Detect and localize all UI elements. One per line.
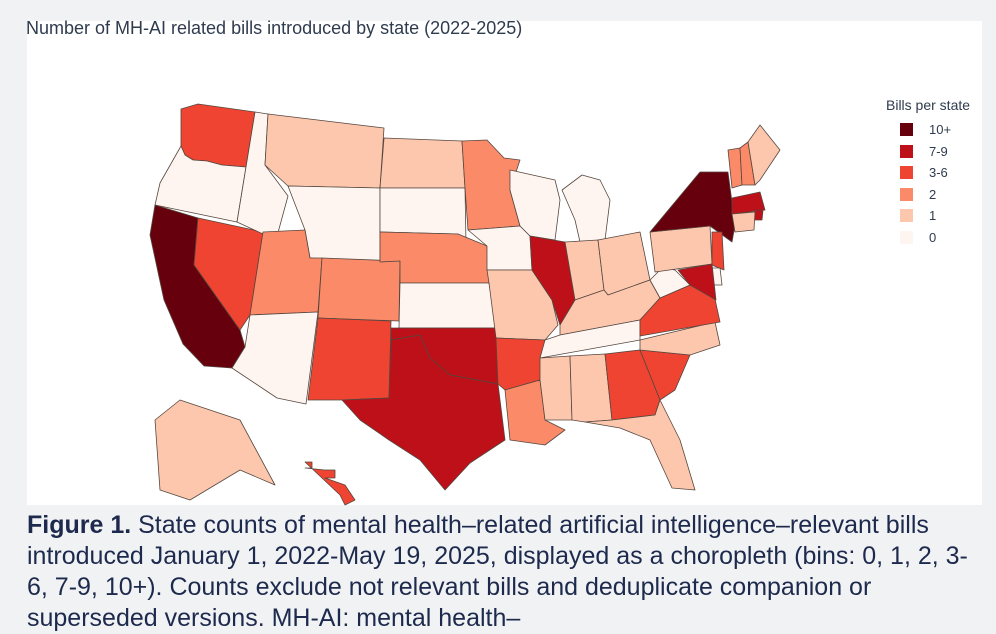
legend-item[interactable]: 1: [886, 205, 996, 227]
state-ct[interactable]: [731, 211, 756, 233]
legend-items: 10+ 7-9 3-6 2 1 0: [886, 119, 996, 248]
legend-item[interactable]: 10+: [886, 119, 996, 141]
state-or[interactable]: [154, 145, 247, 223]
caption-label: Figure 1.: [27, 511, 132, 539]
state-ma[interactable]: [731, 191, 766, 215]
legend-item[interactable]: 7-9: [886, 141, 996, 163]
state-wa[interactable]: [180, 103, 256, 168]
state-ak[interactable]: [154, 399, 276, 501]
state-mt[interactable]: [264, 113, 385, 189]
legend-item[interactable]: 2: [886, 184, 996, 206]
legend-swatch: [900, 166, 913, 180]
state-nj[interactable]: [711, 231, 725, 271]
legend-title: Bills per state: [886, 97, 971, 113]
state-ms[interactable]: [539, 355, 573, 421]
legend-label: 0: [929, 229, 937, 245]
state-nm[interactable]: [307, 317, 392, 401]
state-me[interactable]: [747, 124, 781, 186]
state-ks[interactable]: [398, 282, 497, 329]
legend-item[interactable]: 0: [886, 227, 996, 249]
state-hi[interactable]: [304, 461, 356, 506]
state-nd[interactable]: [379, 137, 466, 189]
legend-swatch: [900, 230, 913, 244]
legend-label: 7-9: [929, 143, 948, 159]
legend: Bills per state 10+ 7-9 3-6 2 1 0: [886, 97, 996, 248]
legend-swatch: [900, 209, 913, 223]
state-co[interactable]: [317, 257, 401, 322]
state-mi[interactable]: [561, 174, 611, 243]
state-pa[interactable]: [649, 225, 713, 273]
state-md[interactable]: [677, 263, 717, 301]
legend-swatch: [900, 187, 913, 201]
legend-item[interactable]: 3-6: [886, 162, 996, 184]
state-az[interactable]: [231, 311, 319, 405]
state-tx[interactable]: [341, 334, 506, 491]
state-fl[interactable]: [584, 399, 696, 491]
legend-label: 2: [929, 186, 937, 202]
chart-title: Number of MH-AI related bills introduced…: [26, 18, 523, 38]
state-ri[interactable]: [753, 209, 764, 221]
state-vt[interactable]: [727, 147, 743, 189]
state-nv[interactable]: [193, 217, 264, 331]
figure-caption: Figure 1. State counts of mental health–…: [27, 510, 987, 634]
legend-label: 3-6: [929, 165, 948, 181]
legend-label: 1: [929, 208, 937, 224]
legend-swatch: [900, 123, 913, 137]
legend-swatch: [900, 144, 913, 158]
legend-label: 10+: [929, 122, 952, 138]
caption-text: State counts of mental health–related ar…: [27, 511, 968, 632]
